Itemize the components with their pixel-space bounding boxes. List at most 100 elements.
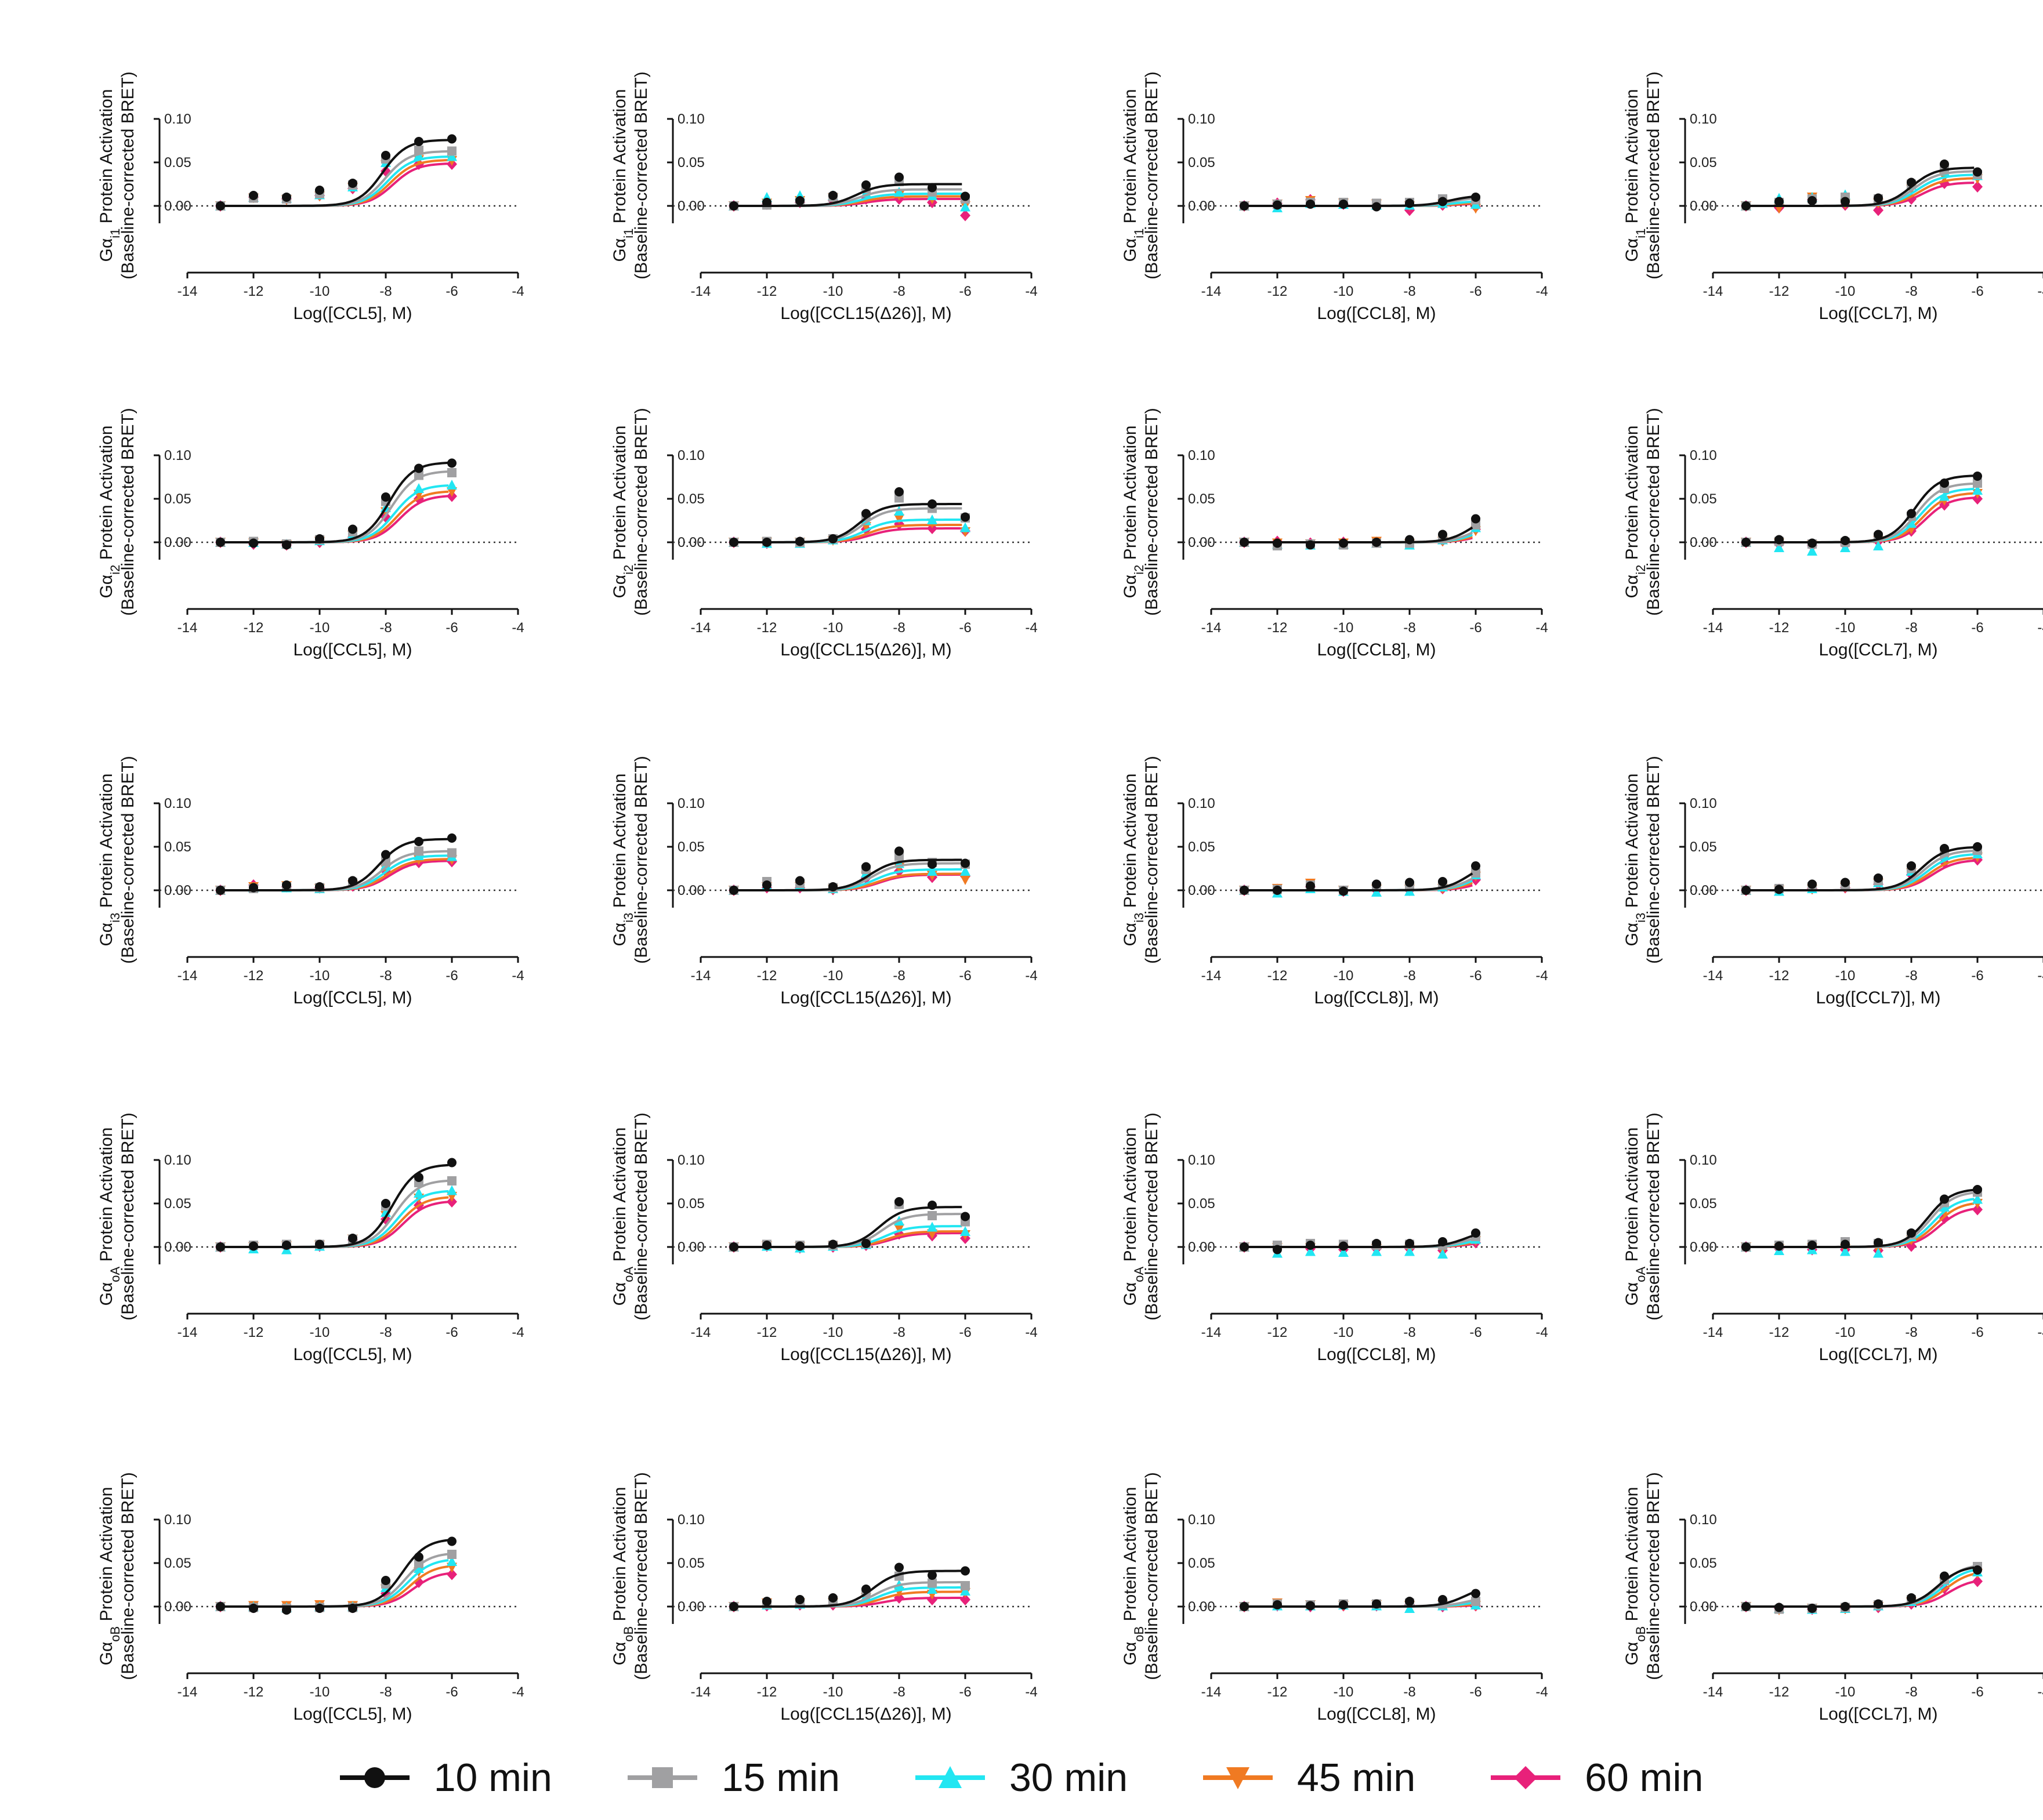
y-title-subtype: oB — [1132, 1626, 1146, 1642]
x-tick-label: -8 — [893, 1684, 905, 1700]
point-30min — [1404, 1246, 1415, 1256]
x-tick-label: -4 — [1025, 1684, 1037, 1700]
point-10min — [216, 1602, 225, 1611]
point-10min — [1438, 1595, 1447, 1604]
point-15min — [447, 146, 457, 156]
y-title-rest: Protein Activation — [1622, 89, 1642, 229]
point-15min — [1471, 1597, 1480, 1606]
x-tick-label: -8 — [1403, 1325, 1415, 1340]
x-tick-label: -14 — [178, 968, 198, 984]
x-tick-label: -12 — [1267, 620, 1288, 636]
point-10min — [928, 183, 937, 193]
y-tick-label: 0.05 — [1188, 1556, 1215, 1571]
x-tick-label: -6 — [445, 968, 458, 984]
y-tick-label: 0.10 — [164, 1512, 191, 1528]
y-title-rest: Protein Activation — [97, 1127, 116, 1267]
x-tick-label: -4 — [2037, 1684, 2043, 1700]
x-tick-label: -4 — [1025, 620, 1037, 636]
x-tick-label: -10 — [310, 1684, 330, 1700]
y-tick-label: 0.05 — [1690, 491, 1717, 507]
point-10min — [1874, 1238, 1883, 1248]
x-axis-title: Log([CCL5], M) — [293, 988, 412, 1007]
fit-curve-10min — [1746, 474, 1975, 543]
point-10min — [729, 538, 738, 547]
point-10min — [1807, 196, 1817, 205]
point-15min — [928, 1578, 937, 1588]
point-10min — [1438, 877, 1447, 886]
y-title-rest: Protein Activation — [1622, 1487, 1642, 1626]
point-10min — [1874, 193, 1883, 203]
point-10min — [1807, 1604, 1817, 1613]
x-tick-label: -12 — [1769, 968, 1790, 984]
x-tick-label: -12 — [244, 1684, 264, 1700]
x-axis-title: Log([CCL7], M) — [1819, 1705, 1937, 1724]
fit-curve-10min — [1746, 846, 1975, 891]
legend-label-15min: 15 min — [721, 1756, 840, 1800]
point-10min — [249, 1241, 258, 1251]
x-tick-label: -10 — [823, 1325, 843, 1340]
legend-item-15min: 15 min — [627, 1755, 840, 1800]
point-10min — [1841, 536, 1850, 545]
point-15min — [1973, 478, 1982, 488]
y-tick-label: 0.10 — [164, 448, 191, 463]
y-title-rest: Protein Activation — [1121, 89, 1140, 229]
y-axis-title-2: (Baseline-corrected BRET) — [118, 408, 137, 615]
point-10min — [381, 1576, 390, 1585]
fit-curve-10min — [734, 858, 962, 891]
x-tick-label: -12 — [757, 284, 777, 299]
point-10min — [1907, 861, 1916, 871]
point-10min — [1273, 1600, 1282, 1609]
point-10min — [1405, 535, 1414, 545]
x-tick-label: -8 — [893, 968, 905, 984]
x-tick-label: -14 — [178, 1325, 198, 1340]
point-10min — [861, 1585, 871, 1594]
point-10min — [315, 1604, 324, 1613]
x-tick-label: -12 — [1769, 1684, 1790, 1700]
point-10min — [762, 1241, 771, 1250]
y-axis-title: Gαi2 Protein Activation — [610, 426, 636, 599]
x-tick-label: -4 — [1535, 1325, 1548, 1340]
point-10min — [1405, 1239, 1414, 1248]
point-10min — [348, 179, 357, 188]
point-10min — [414, 137, 423, 146]
x-tick-label: -14 — [178, 284, 198, 299]
y-tick-label: 0.10 — [1188, 796, 1215, 811]
y-tick-label: 0.05 — [1690, 155, 1717, 171]
y-axis-title-2: (Baseline-corrected BRET) — [1644, 1112, 1663, 1320]
x-tick-label: -4 — [1025, 968, 1037, 984]
legend-marker-15min — [627, 1767, 697, 1788]
x-tick-label: -4 — [512, 620, 524, 636]
y-tick-label: 0.05 — [1188, 491, 1215, 507]
point-10min — [729, 886, 738, 895]
y-axis-title-2: (Baseline-corrected BRET) — [118, 1472, 137, 1680]
y-axis-title: Gαi3 Protein Activation — [1121, 774, 1146, 947]
y-axis-title: GαoA Protein Activation — [1121, 1127, 1146, 1306]
point-10min — [762, 880, 771, 890]
y-tick-label: 0.10 — [678, 1152, 705, 1168]
y-tick-label: 0.10 — [164, 111, 191, 127]
x-tick-label: -8 — [1905, 284, 1917, 299]
y-title-alpha: Gα — [610, 575, 629, 599]
point-10min — [1940, 478, 1949, 488]
point-10min — [1940, 159, 1949, 169]
point-30min — [1338, 1247, 1349, 1257]
point-10min — [828, 1593, 838, 1603]
x-tick-label: -8 — [1403, 968, 1415, 984]
point-10min — [216, 1242, 225, 1252]
x-axis-title: Log([CCL7], M) — [1819, 1345, 1937, 1364]
x-tick-label: -12 — [244, 620, 264, 636]
point-10min — [894, 1562, 904, 1572]
x-tick-label: -6 — [959, 1325, 971, 1340]
x-axis-title: Log([CCL15(Δ26)], M) — [780, 640, 951, 659]
x-tick-label: -10 — [1835, 284, 1856, 299]
point-10min — [1973, 842, 1982, 851]
point-10min — [414, 463, 423, 473]
x-tick-label: -12 — [1267, 1325, 1288, 1340]
x-axis-title: Log([CCL5], M) — [293, 1705, 412, 1724]
y-axis-title: GαoB Protein Activation — [610, 1487, 636, 1666]
x-tick-label: -10 — [823, 284, 843, 299]
point-10min — [961, 191, 970, 201]
x-tick-label: -6 — [1971, 1325, 1983, 1340]
